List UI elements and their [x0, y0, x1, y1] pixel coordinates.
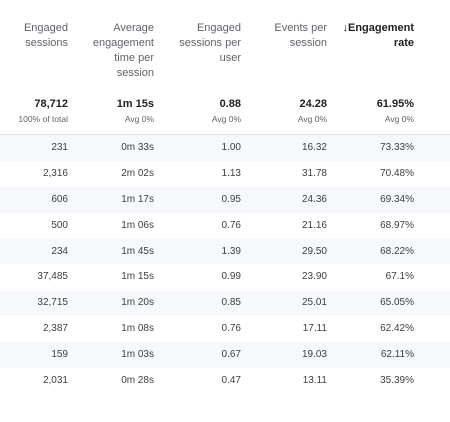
total-value: 0.88 — [219, 98, 241, 110]
table-row[interactable]: 159 1m 03s 0.67 19.03 62.11% — [0, 342, 450, 369]
total-value: 1m 15s — [116, 98, 154, 110]
table-row[interactable]: 234 1m 45s 1.39 29.50 68.22% — [0, 238, 450, 265]
sort-label-line: ↓Engagement — [342, 22, 414, 34]
col-header-engaged-sessions-per-user[interactable]: Engaged sessions per user — [179, 22, 241, 64]
total-sub: Avg 0% — [297, 114, 327, 124]
col-header-events-per-session[interactable]: Events per session — [274, 22, 327, 49]
table-header: Engaged sessions Average engagement time… — [0, 0, 450, 86]
table-row[interactable]: 231 0m 33s 1.00 16.32 73.33% — [0, 135, 450, 161]
col-header-avg-engagement-time[interactable]: Average engagement time per session — [92, 22, 154, 79]
table-row[interactable]: 2,387 1m 08s 0.76 17.11 62.42% — [42, 323, 414, 335]
total-value: 24.28 — [299, 98, 327, 110]
table-row[interactable]: 2,316 2m 02s 1.13 31.78 70.48% — [42, 167, 414, 179]
table-body: 231 0m 33s 1.00 16.32 73.33% 2,316 2m 02… — [0, 135, 450, 394]
table-row[interactable]: 37,485 1m 15s 0.99 23.90 67.1% — [37, 271, 414, 283]
total-sub: 100% of total — [18, 114, 68, 124]
total-value: 61.95% — [376, 98, 414, 110]
table-row[interactable]: 500 1m 06s 0.76 21.16 68.97% — [51, 219, 414, 231]
table-row[interactable]: 606 1m 17s 0.95 24.36 69.34% — [0, 186, 450, 213]
header-divider — [0, 134, 450, 135]
col-header-engagement-rate[interactable]: ↓Engagement rate — [342, 22, 414, 49]
total-sub: Avg 0% — [211, 114, 241, 124]
col-header-engaged-sessions[interactable]: Engaged sessions — [23, 22, 68, 49]
total-sub: Avg 0% — [124, 114, 154, 124]
totals-row: 78,712 100% of total 1m 15s Avg 0% 0.88 … — [0, 86, 450, 126]
total-value: 78,712 — [34, 98, 68, 110]
table-footer-space — [0, 408, 450, 422]
report-table: Engaged sessions Average engagement time… — [0, 0, 450, 386]
total-sub: Avg 0% — [384, 114, 414, 124]
table-row[interactable]: 32,715 1m 20s 0.85 25.01 65.05% — [0, 290, 450, 317]
table-row[interactable]: 2,031 0m 28s 0.47 13.11 35.39% — [42, 375, 414, 387]
